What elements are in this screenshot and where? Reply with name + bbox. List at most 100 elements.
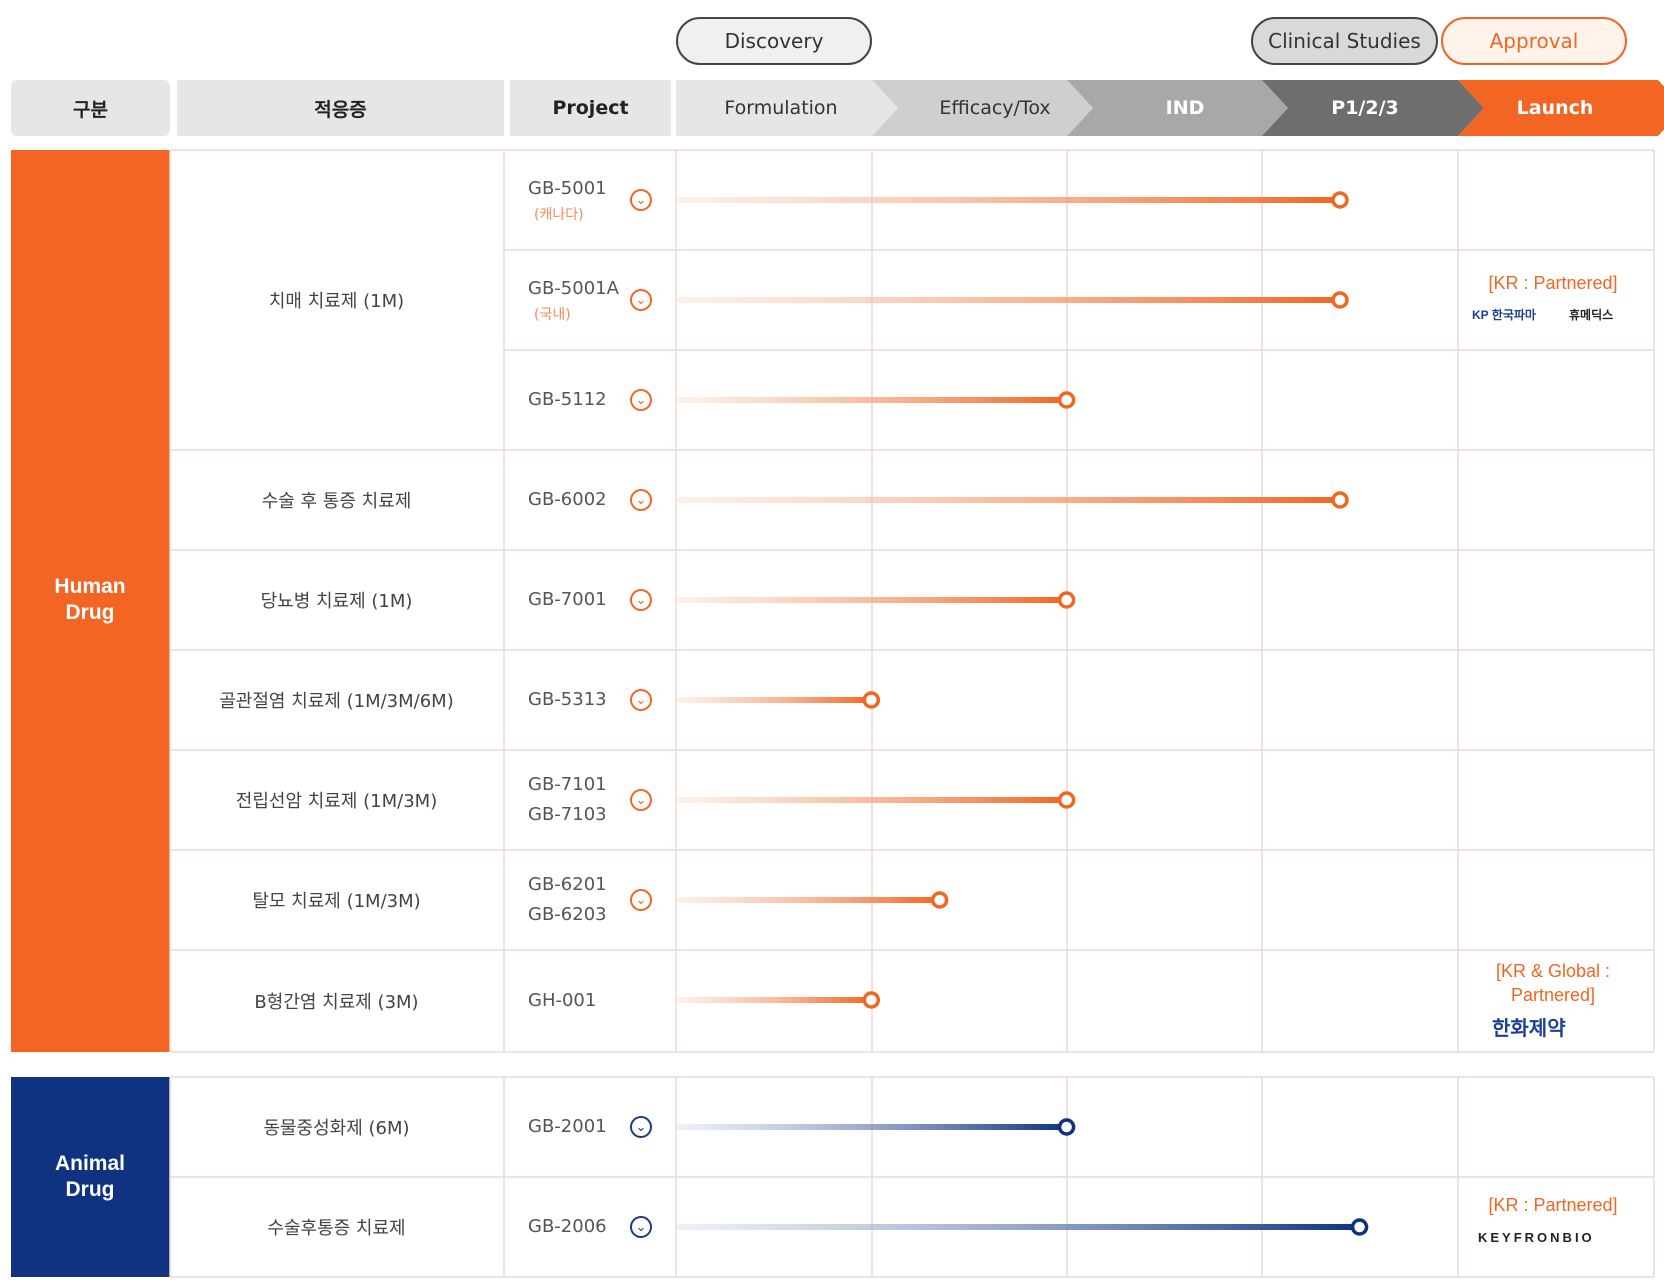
chevron-down-icon[interactable]: ⌄ [630, 889, 652, 911]
project-row: GH-001 [528, 950, 648, 1052]
stage-arrows [676, 80, 1664, 136]
header-cell-category [11, 80, 170, 136]
project-row: GB-5313 [528, 650, 648, 750]
progress-end-marker [1350, 1218, 1369, 1236]
project-code: GB-5313 [528, 689, 607, 710]
phase-clinical-label: Clinical Studies [1268, 29, 1421, 53]
stage-arrow [676, 80, 898, 136]
indication-animal-postop: 수술후통증 치료제 [267, 1218, 406, 1239]
project-code: GB-5001A [528, 278, 619, 299]
progress-bar [676, 1124, 1067, 1130]
phase-clinical-pill: Clinical Studies [1251, 17, 1438, 65]
stage-p123: P1/2/3 [1331, 97, 1399, 119]
keyfronbio-logo: KEYFRONBIO [1478, 1230, 1595, 1245]
humedix-logo-text: 휴메딕스 [1569, 308, 1614, 322]
chevron-down-icon[interactable]: ⌄ [630, 589, 652, 611]
stage-arrow [1458, 80, 1664, 136]
header-cell-indication [177, 80, 504, 136]
indication-postop: 수술 후 통증 치료제 [261, 491, 412, 512]
progress-end-marker [1057, 791, 1076, 809]
progress-bar [676, 397, 1067, 403]
korea-pharma-logo: KP 한국파마 [1472, 306, 1536, 323]
project-row: GB-5112 [528, 350, 648, 450]
keyfronbio-logo-text: KEYFRONBIO [1478, 1230, 1595, 1245]
hanwha-pharma-logo: 한화제약 [1492, 1012, 1566, 1041]
chevron-down-icon[interactable]: ⌄ [630, 789, 652, 811]
indication-dementia: 치매 치료제 (1M) [268, 291, 405, 312]
stage-launch: Launch [1516, 97, 1594, 119]
phase-discovery-label: Discovery [724, 29, 824, 53]
progress-bar [676, 497, 1341, 503]
progress-bar [676, 597, 1067, 603]
animal-drug-block [11, 1077, 170, 1277]
progress-end-marker [1331, 491, 1349, 509]
chevron-down-icon[interactable]: ⌄ [630, 189, 652, 211]
stage-arrow [1067, 80, 1288, 136]
humedix-logo: 휴메딕스 [1569, 306, 1613, 323]
stage-ind: IND [1165, 97, 1205, 119]
indication-hepatitis-b: B형간염 치료제 (3M) [254, 992, 419, 1013]
project-row: GB-5001 (캐나다) [528, 150, 648, 250]
project-code: GB-6201 [528, 874, 607, 895]
progress-end-marker [1057, 1118, 1076, 1136]
progress-end-marker [1057, 391, 1076, 409]
project-code: GB-6002 [528, 489, 607, 510]
project-code-2: GB-6203 [528, 904, 607, 925]
project-code: GB-2001 [528, 1116, 607, 1137]
phase-approval-label: Approval [1489, 29, 1579, 53]
category-animal-drug: Animal Drug [54, 1152, 125, 1201]
chevron-down-icon[interactable]: ⌄ [630, 1216, 652, 1238]
stage-arrow [872, 80, 1093, 136]
partner-note-hepatitis-b: [KR & Global : Partnered] [1495, 961, 1611, 1005]
project-region: (국내) [534, 307, 571, 323]
indication-hairloss: 탈모 치료제 (1M/3M) [252, 891, 421, 912]
progress-bar [676, 897, 940, 903]
partner-note-dementia: [KR : Partnered] [1488, 273, 1618, 293]
progress-end-marker [930, 891, 949, 909]
progress-bar [676, 197, 1341, 203]
header-cell-project [510, 80, 671, 136]
project-code: GB-7101 [528, 774, 607, 795]
project-row: GB-5001A (국내) [528, 250, 648, 350]
progress-bar [676, 297, 1341, 303]
progress-bar [676, 797, 1067, 803]
category-human-drug: Human Drug [54, 575, 126, 624]
stage-efficacy-tox: Efficacy/Tox [939, 97, 1051, 119]
progress-bar [676, 697, 872, 703]
header-category: 구분 [73, 98, 108, 121]
project-code: GB-7001 [528, 589, 607, 610]
chevron-down-icon[interactable]: ⌄ [630, 389, 652, 411]
human-drug-block [11, 150, 170, 1052]
project-code: GH-001 [528, 990, 597, 1011]
progress-end-marker [1331, 291, 1349, 309]
indication-diabetes: 당뇨병 치료제 (1M) [260, 591, 413, 612]
chevron-down-icon[interactable]: ⌄ [630, 689, 652, 711]
partner-note-animal: [KR : Partnered] [1488, 1195, 1618, 1215]
indication-osteoarthritis: 골관절염 치료제 (1M/3M/6M) [219, 691, 454, 712]
chevron-down-icon[interactable]: ⌄ [630, 1116, 652, 1138]
progress-bars [676, 191, 1369, 1236]
hanwha-pharma-logo-text: 한화제약 [1492, 1018, 1566, 1040]
project-code: GB-5001 [528, 178, 607, 199]
project-code: GB-2006 [528, 1216, 607, 1237]
indication-animal-neuter: 동물중성화제 (6M) [263, 1118, 410, 1139]
header-indication: 적응증 [314, 98, 367, 121]
project-region: (캐나다) [534, 207, 584, 223]
phase-approval-pill: Approval [1441, 17, 1627, 65]
chevron-down-icon[interactable]: ⌄ [630, 289, 652, 311]
project-row: GB-6002 [528, 450, 648, 550]
project-code-2: GB-7103 [528, 804, 607, 825]
stage-formulation: Formulation [724, 97, 838, 119]
korea-pharma-logo-text: KP 한국파마 [1472, 308, 1536, 322]
project-row: GB-6201 GB-6203 [528, 850, 648, 950]
header-project: Project [552, 97, 629, 119]
indication-prostate: 전립선암 치료제 (1M/3M) [235, 791, 438, 812]
progress-end-marker [862, 991, 881, 1009]
project-row: GB-7101 GB-7103 [528, 750, 648, 850]
chevron-down-icon[interactable]: ⌄ [630, 489, 652, 511]
project-row: GB-2006 [528, 1177, 648, 1277]
progress-bar [676, 997, 872, 1003]
project-row: GB-7001 [528, 550, 648, 650]
progress-bar [676, 1224, 1360, 1230]
